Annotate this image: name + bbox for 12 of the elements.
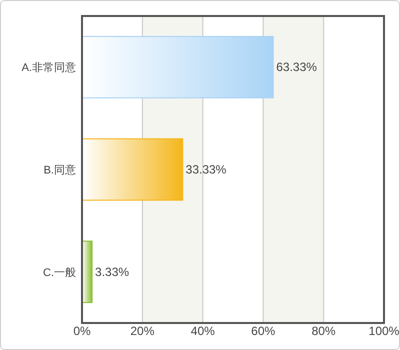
x-tick-label: 20% — [130, 324, 155, 338]
data-label: 3.33% — [95, 264, 130, 279]
x-tick-label: 40% — [190, 324, 216, 338]
y-tick-label: A.非常同意 — [22, 61, 76, 74]
x-tick-label: 100% — [368, 324, 400, 338]
x-tick-label: 0% — [73, 324, 91, 338]
y-tick-label: B.同意 — [44, 164, 76, 176]
y-tick-label: C.一般 — [43, 266, 76, 279]
data-label: 63.33% — [276, 60, 318, 74]
x-tick-label: 80% — [312, 324, 336, 338]
x-tick-label: 60% — [251, 324, 276, 338]
data-label: 33.33% — [186, 162, 227, 176]
